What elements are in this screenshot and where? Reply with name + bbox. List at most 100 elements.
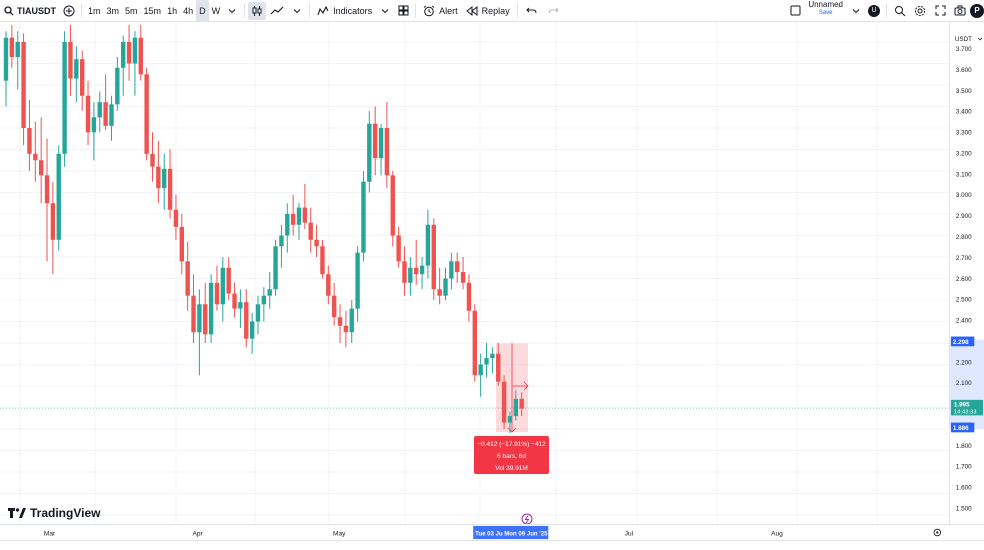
candle[interactable]	[472, 304, 477, 382]
indicators-dropdown[interactable]	[376, 2, 394, 20]
candle[interactable]	[79, 50, 85, 111]
candles-style-button[interactable]	[248, 1, 267, 20]
candle[interactable]	[44, 138, 50, 262]
candle[interactable]	[220, 257, 226, 322]
candle[interactable]	[115, 57, 120, 111]
layout-name[interactable]: Unnamed Save	[804, 0, 847, 22]
candle[interactable]	[21, 33, 26, 146]
candle[interactable]	[249, 312, 255, 354]
candle[interactable]	[302, 183, 308, 230]
timeframe-1h[interactable]: 1h	[167, 5, 178, 16]
candle[interactable]	[138, 24, 143, 81]
candle[interactable]	[109, 95, 114, 141]
axis-settings-gear-icon[interactable]	[933, 528, 942, 537]
undo-button[interactable]	[521, 2, 543, 20]
lightning-marker[interactable]	[521, 513, 533, 524]
timeframe-D[interactable]: D	[196, 0, 209, 22]
candle[interactable]	[56, 145, 61, 251]
candle[interactable]	[244, 289, 249, 348]
candle[interactable]	[208, 274, 214, 343]
candle[interactable]	[167, 149, 173, 219]
publish-button[interactable]: P	[970, 2, 984, 20]
candle[interactable]	[460, 257, 466, 290]
candle[interactable]	[496, 343, 501, 386]
line-tools-button[interactable]	[266, 2, 288, 20]
indicators-button[interactable]: Indicators	[313, 0, 376, 22]
candle[interactable]	[408, 257, 413, 296]
candle[interactable]	[337, 304, 343, 343]
quick-search-button[interactable]	[890, 2, 910, 20]
candle[interactable]	[226, 257, 231, 300]
candle[interactable]	[121, 35, 126, 96]
candle[interactable]	[144, 67, 149, 161]
timeframe-4h[interactable]: 4h	[183, 5, 194, 16]
candle[interactable]	[314, 224, 319, 257]
candle[interactable]	[203, 282, 208, 343]
candle[interactable]	[91, 102, 97, 161]
candle[interactable]	[191, 274, 196, 343]
alert-button[interactable]: Alert	[419, 0, 462, 22]
timeframe-3m[interactable]: 3m	[106, 5, 120, 16]
timeframe-15m[interactable]: 15m	[143, 5, 162, 16]
candle[interactable]	[132, 31, 138, 96]
candle[interactable]	[290, 194, 296, 236]
candle[interactable]	[431, 218, 436, 300]
candle[interactable]	[437, 267, 442, 305]
candle[interactable]	[296, 203, 302, 240]
time-axis[interactable]: Mar Apr May Jul Aug Tue 03 Ju Mon 09 Jun '25	[0, 524, 984, 540]
candle[interactable]	[372, 106, 378, 176]
candle[interactable]	[519, 392, 524, 417]
candle[interactable]	[214, 265, 220, 311]
candle[interactable]	[33, 121, 38, 182]
chart-type-dropdown[interactable]	[288, 2, 306, 20]
candle[interactable]	[384, 102, 390, 189]
candle[interactable]	[396, 226, 401, 268]
candle[interactable]	[255, 295, 261, 335]
candle[interactable]	[378, 123, 384, 176]
candle[interactable]	[103, 74, 108, 131]
candle[interactable]	[501, 375, 507, 429]
candle[interactable]	[308, 207, 313, 253]
candle[interactable]	[162, 153, 167, 210]
candlestick-chart[interactable]: −0.412 (−17.91%) −412 6 bars, 6d Vol 39.91…	[0, 22, 949, 524]
redo-button[interactable]	[543, 2, 565, 20]
candle[interactable]	[232, 282, 237, 318]
timeframe-W[interactable]: W	[211, 5, 221, 16]
symbol-search[interactable]: TIAUSDT	[0, 0, 60, 22]
candle[interactable]	[449, 252, 454, 290]
currency-dropdown-icon[interactable]	[977, 37, 983, 41]
candle[interactable]	[390, 171, 395, 247]
settings-button[interactable]	[910, 2, 930, 20]
candle[interactable]	[326, 265, 331, 305]
candle[interactable]	[38, 117, 44, 204]
candle[interactable]	[238, 289, 243, 328]
candle[interactable]	[279, 224, 284, 268]
layout-dropdown[interactable]	[847, 2, 865, 20]
candle[interactable]	[367, 110, 372, 193]
candle[interactable]	[484, 343, 489, 378]
currency-label[interactable]: USDT	[955, 36, 972, 43]
layouts-button[interactable]	[394, 2, 412, 20]
user-menu-button[interactable]: U	[865, 2, 883, 20]
candle[interactable]	[267, 272, 272, 309]
candle[interactable]	[320, 239, 325, 279]
candle[interactable]	[74, 46, 79, 103]
candle[interactable]	[490, 347, 495, 374]
candle[interactable]	[443, 267, 448, 300]
candle[interactable]	[361, 171, 366, 262]
candle[interactable]	[513, 390, 519, 421]
candle[interactable]	[27, 100, 32, 171]
timeframe-dropdown[interactable]	[223, 2, 241, 20]
price-axis[interactable]: USDT 3.700 3.600 3.500 3.400 3.300 3.200 3.100 3…	[949, 22, 984, 524]
candle[interactable]	[285, 203, 290, 253]
replay-button[interactable]: Replay	[462, 0, 514, 22]
candle[interactable]	[150, 132, 155, 182]
candle[interactable]	[197, 289, 202, 376]
fullscreen-button[interactable]	[930, 2, 950, 20]
layout-checkbox[interactable]	[786, 2, 804, 20]
screenshot-button[interactable]	[950, 2, 970, 20]
candle[interactable]	[97, 91, 102, 133]
candle[interactable]	[343, 310, 349, 348]
candle[interactable]	[85, 80, 91, 146]
candle[interactable]	[3, 31, 9, 107]
